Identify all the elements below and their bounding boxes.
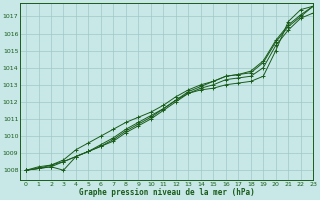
X-axis label: Graphe pression niveau de la mer (hPa): Graphe pression niveau de la mer (hPa) <box>79 188 254 197</box>
